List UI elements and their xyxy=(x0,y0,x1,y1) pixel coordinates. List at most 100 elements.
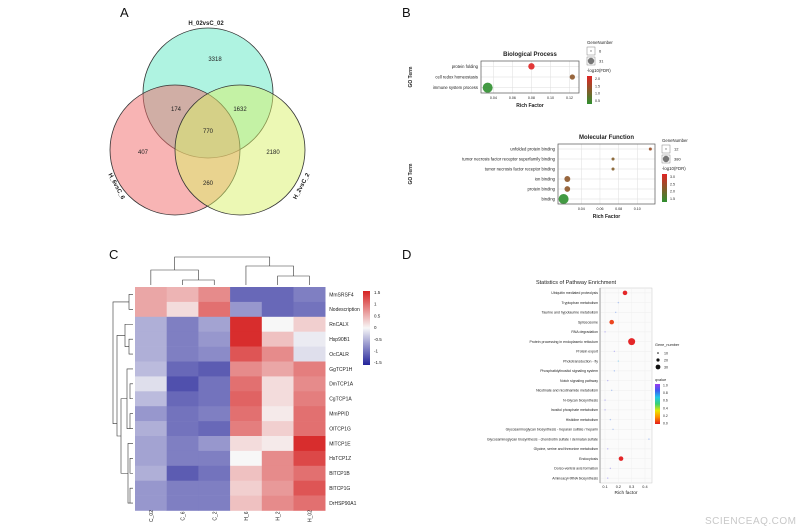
panel-label-c: C xyxy=(109,247,118,262)
y-axis-label: GO Term xyxy=(408,66,414,88)
color-legend-tick: 1.5 xyxy=(595,84,600,88)
color-legend-bar xyxy=(662,174,667,202)
bubble-point xyxy=(569,74,575,80)
color-legend-tick: 2.0 xyxy=(595,77,600,81)
heatmap-cell xyxy=(230,316,263,332)
heatmap-row-label: CgTCP1A xyxy=(329,397,352,403)
bubble-point xyxy=(611,167,615,171)
heatmap-cell xyxy=(198,495,231,511)
heatmap-cell xyxy=(230,436,263,452)
pathway-label: RNA degradation xyxy=(571,330,598,334)
heatmap-color-tick: 1 xyxy=(374,302,377,307)
heatmap-cell xyxy=(293,376,326,392)
heatmap-cell xyxy=(230,331,263,347)
heatmap-cell xyxy=(166,361,199,377)
color-legend-tick: 0.0 xyxy=(663,422,668,426)
x-tick-label: 0.04 xyxy=(490,96,497,100)
heatmap-row-label: MmPPID xyxy=(329,411,349,417)
x-tick-label: 0.08 xyxy=(528,96,535,100)
x-tick-label: 0.4 xyxy=(642,485,647,489)
x-tick-label: 0.3 xyxy=(629,485,634,489)
pathway-label: Phosphatidylinositol signaling system xyxy=(540,369,598,373)
heatmap-color-tick: -0.5 xyxy=(374,337,382,342)
pathway-point xyxy=(628,338,636,346)
pathway-point xyxy=(618,456,624,461)
y-term-label: ion binding xyxy=(535,177,556,182)
pathway-point xyxy=(611,389,613,392)
pathway-point xyxy=(607,477,609,479)
heatmap-cell xyxy=(166,406,199,422)
heatmap-cell xyxy=(135,465,167,481)
pathway-label: N-Glycan biosynthesis xyxy=(563,398,598,402)
pathway-point xyxy=(613,350,616,353)
color-legend-title: -log10(FDR) xyxy=(587,68,611,73)
heatmap-cell xyxy=(166,480,199,496)
venn-region-count: 174 xyxy=(171,107,182,113)
color-legend-tick: 2.0 xyxy=(670,190,675,194)
heatmap-cell xyxy=(261,376,294,392)
heatmap-column-label: C_6 xyxy=(181,511,187,520)
bubble-point xyxy=(648,147,652,151)
heatmap-row-label: Hsp90B1 xyxy=(329,337,350,343)
plot-frame xyxy=(480,60,580,94)
heatmap-cell xyxy=(198,436,231,452)
heatmap-column-label: H_02 xyxy=(307,510,313,522)
color-legend-tick: 0.5 xyxy=(595,99,600,103)
size-legend-value: 10 xyxy=(664,351,668,355)
heatmap-cell xyxy=(261,465,294,481)
x-tick-label: 0.08 xyxy=(615,207,622,211)
heatmap-row-label: MlTCP1E xyxy=(329,441,351,447)
heatmap-cell xyxy=(166,421,199,437)
heatmap-cell xyxy=(293,450,326,467)
color-legend-title: -log10(FDR) xyxy=(662,166,686,171)
x-tick-label: 0.10 xyxy=(547,96,554,100)
pathway-label: Taurine and hypotaurine metabolism xyxy=(542,311,599,315)
heatmap-cell xyxy=(230,495,263,511)
heatmap-cell xyxy=(261,480,294,496)
color-legend-tick: 0.6 xyxy=(663,399,668,403)
pathway-point xyxy=(648,438,650,440)
panel-label-d: D xyxy=(402,247,411,262)
pathway-point xyxy=(612,428,614,431)
pathway-label: Notch signaling pathway xyxy=(560,379,598,383)
heatmap-cell xyxy=(230,480,263,496)
heatmap-column-label: H_2 xyxy=(276,511,282,520)
heatmap-cell xyxy=(261,316,294,332)
heatmap-cell xyxy=(230,421,263,437)
color-legend-title: qvalue xyxy=(655,378,666,382)
heatmap-cell xyxy=(135,376,167,392)
heatmap-row-label: OlTCP1G xyxy=(329,426,351,432)
x-axis-label: Rich Factor xyxy=(593,214,621,220)
pathway-label: Protein export xyxy=(576,350,598,354)
heatmap-cell xyxy=(293,406,326,422)
x-axis-label: Rich factor xyxy=(615,490,638,496)
heatmap-cell xyxy=(166,287,199,303)
pathway-label: Dorso-ventral axis formation xyxy=(554,467,598,471)
heatmap-cell xyxy=(135,450,167,467)
heatmap-row-label: DmTCP1A xyxy=(329,382,354,388)
heatmap-cell xyxy=(135,301,167,318)
heatmap-cell xyxy=(261,287,294,303)
bubble-point xyxy=(564,186,571,192)
heatmap-cell xyxy=(198,406,231,422)
y-term-label: protein folding xyxy=(452,64,479,69)
size-legend-dot xyxy=(657,352,659,354)
heatmap-cell xyxy=(166,495,199,511)
heatmap-column-label: C_2 xyxy=(212,511,218,520)
heatmap-cell xyxy=(293,391,326,407)
row-dendrogram xyxy=(112,294,133,504)
plot-frame xyxy=(557,143,656,205)
pathway-point xyxy=(604,331,606,333)
heatmap-cell xyxy=(135,391,167,407)
heatmap-cell xyxy=(230,406,263,422)
size-legend-value: 30 xyxy=(664,365,668,369)
venn-region-count: 3318 xyxy=(208,57,222,63)
heatmap-cell xyxy=(198,301,231,318)
heatmap-cell xyxy=(230,450,263,467)
y-term-label: unfolded protein binding xyxy=(510,147,555,152)
size-legend-value: 6 xyxy=(599,49,602,54)
heatmap-cell xyxy=(198,465,231,481)
heatmap-cell xyxy=(166,316,199,332)
venn-set-label: H_02vsC_02 xyxy=(188,21,224,27)
heatmap-cell xyxy=(135,316,167,332)
